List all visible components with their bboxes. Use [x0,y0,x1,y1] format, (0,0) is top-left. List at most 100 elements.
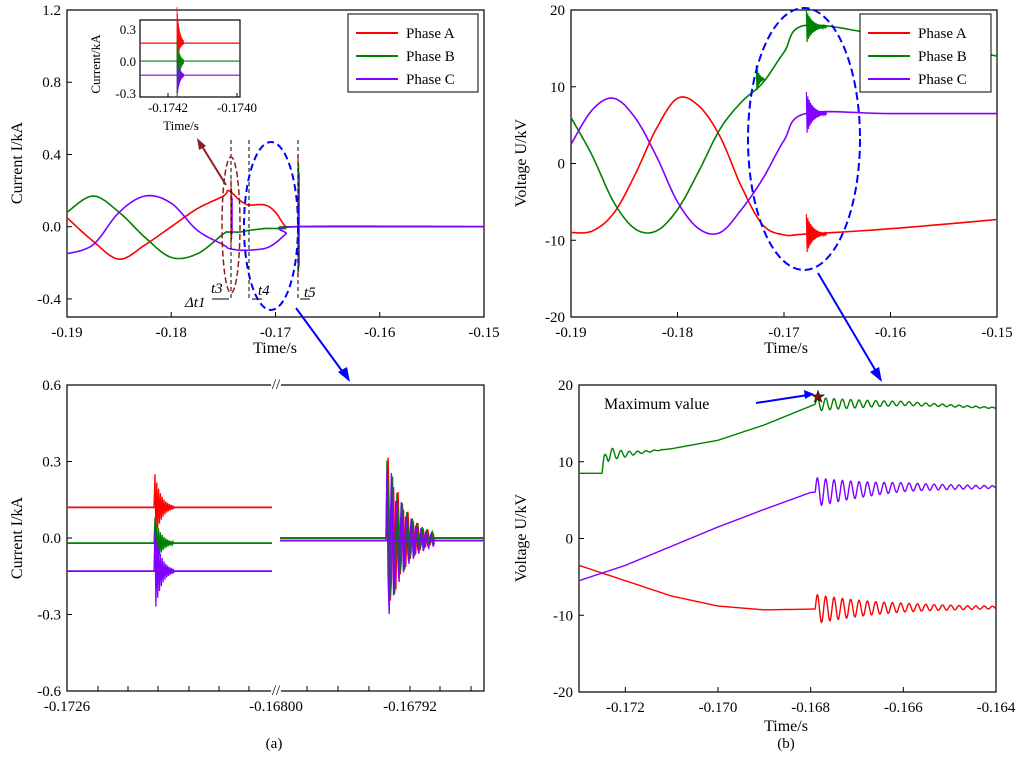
legend-label-phase-b: Phase B [918,49,967,65]
oscillation-burst [755,65,765,91]
t3-label: t3 [211,281,223,297]
series-line-phase-a [66,189,484,260]
y-tick-label: -0.4 [37,292,61,308]
inset-arrow [199,142,227,186]
panel-label-b: (b) [777,736,795,752]
inset-xtick: -0.1742 [148,100,188,115]
transient-burst [153,474,175,537]
y-tick-label: -10 [553,608,573,624]
maximum-arrow-head [804,390,814,399]
legend-label-phase-a: Phase A [406,26,455,42]
legend-label-phase-c: Phase C [918,72,967,88]
legend-label-phase-b: Phase B [406,49,455,65]
zoom-ellipse-blue [747,7,861,271]
series-line-phase-b [570,24,998,234]
series-line-phase-b [66,195,484,260]
y-tick-label: -20 [545,310,565,326]
x-axis-label: Time/s [764,340,808,357]
inset-arrow-head [197,138,206,150]
y-tick-label: -20 [553,685,573,701]
y-tick-label: 10 [558,455,573,471]
y-axis-label: Voltage U/kV [513,493,530,582]
legend-label-phase-c: Phase C [406,72,455,88]
inset-ytick: 0.3 [120,22,136,37]
plot-frame [578,384,997,693]
zoom-arrow-b [817,272,878,374]
x-tick-label: -0.164 [977,700,1016,716]
x-tick-label: -0.16 [875,325,907,341]
y-tick-label: 0.3 [42,455,61,471]
x-tick-label: -0.16 [364,325,396,341]
x-tick-label: -0.16792 [383,699,437,715]
maximum-value-label: Maximum value [604,396,709,413]
inset-frame [139,19,241,98]
x-tick-label: -0.166 [884,700,923,716]
series-line-phase-c [66,194,484,255]
y-tick-label: -0.3 [37,608,61,624]
y-tick-label: 20 [558,378,573,394]
transient-burst [385,470,435,614]
legend-label-phase-a: Phase A [918,26,967,42]
x-tick-label: -0.17 [768,325,800,341]
y-tick-label: 1.2 [42,3,61,19]
x-tick-label: -0.18 [662,325,693,341]
dt1-label: Δt1 [184,295,205,311]
x-tick-label: -0.18 [156,325,187,341]
y-tick-label: 0.6 [42,378,61,394]
y-axis-label: Voltage U/kV [513,118,530,207]
x-tick-label: -0.172 [606,700,645,716]
maximum-arrow [755,394,809,404]
inset-xtick: -0.1740 [217,100,257,115]
y-tick-label: 0 [566,532,574,548]
panel-a-bottom-chart: -0.1726 -0.16800 -0.16792 0.6 0.3 0.0 -0.3 -0.6… [9,377,485,752]
t5-label: t5 [304,285,316,301]
inset-chart: 0.3 0.0 -0.3 -0.1742 -0.1740 Time/s Curr… [88,7,257,133]
t4-label: t4 [258,283,270,299]
zoom-arrow-a [295,307,346,376]
y-axis-label: Current I/kA [9,496,26,579]
y-tick-label: 0.8 [42,75,61,91]
inset-x-label: Time/s [163,118,199,133]
series-line-phase-c [578,476,997,582]
x-tick-label: -0.17 [260,325,292,341]
zoom-arrow-b-head [870,367,882,382]
maximum-star-icon: ★ [811,389,825,406]
x-tick-label: -0.170 [699,700,738,716]
y-tick-label: 0 [558,157,566,173]
y-tick-label: -0.6 [37,684,61,700]
panel-b-bottom-chart: -0.172 -0.170 -0.168 -0.166 -0.164 20 10 0 -10 -2… [513,378,1016,752]
inset-ytick: 0.0 [120,54,136,69]
y-tick-label: 10 [550,80,565,96]
x-tick-label: -0.19 [555,325,586,341]
axis-break-gap [271,686,281,696]
y-tick-label: -10 [545,233,565,249]
y-tick-label: 0.0 [42,531,61,547]
legend: Phase A Phase B Phase C [859,13,992,93]
panel-label-a: (a) [266,736,283,752]
panel-a-top-chart: -0.19 -0.18 -0.17 -0.16 -0.15 -0.4 0.0 0.4 0.8 1.… [9,3,500,382]
y-tick-label: 20 [550,3,565,19]
x-tick-label: -0.19 [51,325,82,341]
x-tick-label: -0.15 [981,325,1012,341]
x-axis-label: Time/s [764,718,808,735]
inset-ytick: -0.3 [115,86,136,101]
zoom-ellipse-red [221,156,241,294]
x-tick-label: -0.16800 [249,699,303,715]
inset-y-label: Current/kA [88,34,103,94]
axis-break-gap [271,380,281,390]
y-tick-label: 0.0 [42,220,61,236]
series-line-phase-b [579,396,997,474]
x-tick-label: -0.15 [468,325,499,341]
oscillation-burst [805,92,828,133]
oscillation-burst [805,214,828,253]
axis-break-mark: // [272,377,281,393]
x-axis-label: Time/s [253,340,297,357]
legend: Phase A Phase B Phase C [347,13,479,93]
y-tick-label: 0.4 [42,147,61,163]
x-tick-label: -0.1726 [44,699,91,715]
axis-break-mark: // [272,683,281,699]
panel-b-top-chart: -0.19 -0.18 -0.17 -0.16 -0.15 20 10 0 -10 -20 Tim… [513,3,1013,382]
series-line-phase-c [570,97,997,235]
oscillation-burst [805,9,828,43]
